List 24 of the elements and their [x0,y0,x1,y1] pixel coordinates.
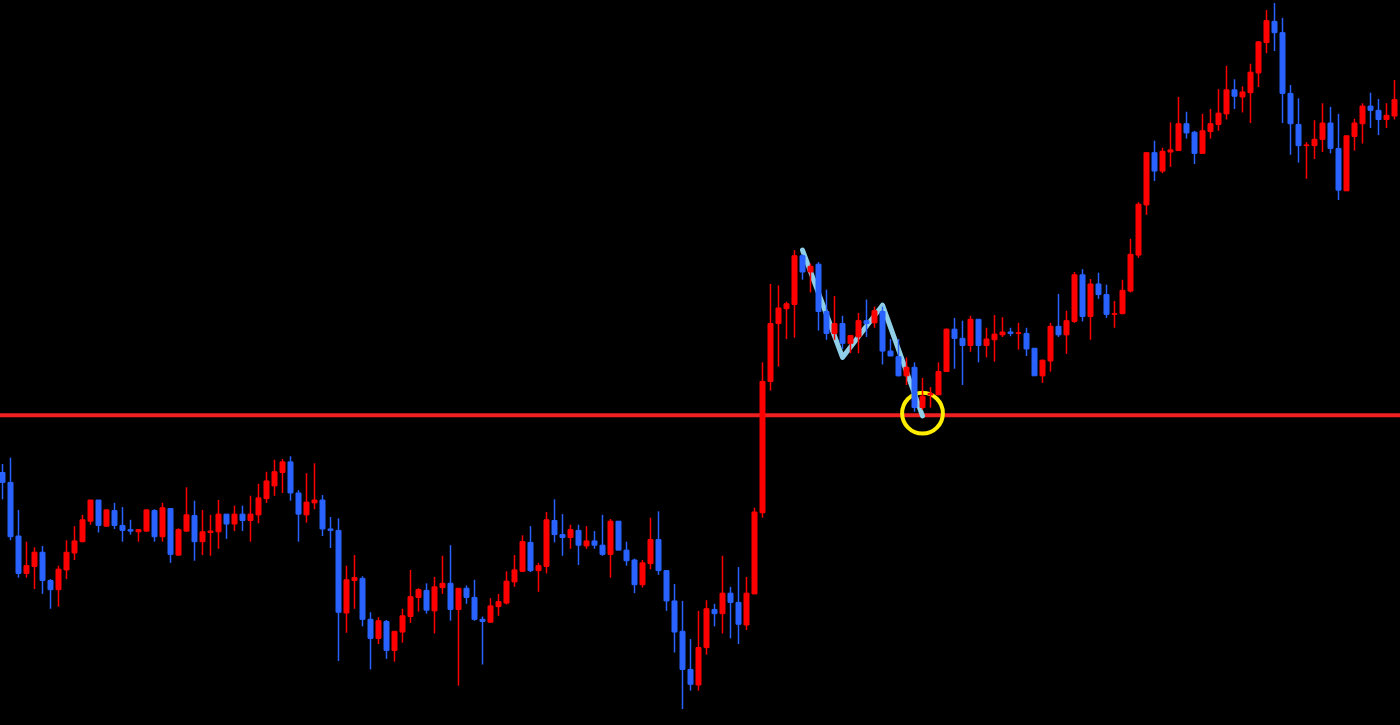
candlestick [239,504,246,532]
candlestick [583,525,590,550]
candlestick [807,262,814,294]
candlestick [223,513,230,540]
candlestick [375,616,382,645]
candlestick [711,603,718,628]
candlestick [1055,293,1062,338]
candlestick [1295,97,1302,164]
candlestick [719,555,726,635]
candlestick [863,298,870,338]
candlestick [455,587,462,687]
candlestick [831,295,838,341]
candlestick [423,582,430,615]
candlestick [919,377,926,411]
candlestick [839,315,846,350]
candlestick [1151,139,1158,182]
candlestick [903,356,910,386]
candlestick [575,523,582,566]
candlestick [567,523,574,550]
candlestick [871,305,878,329]
candlestick [799,253,806,281]
candlestick [231,504,238,532]
candlestick [1231,78,1238,110]
candlestick [1015,322,1022,351]
